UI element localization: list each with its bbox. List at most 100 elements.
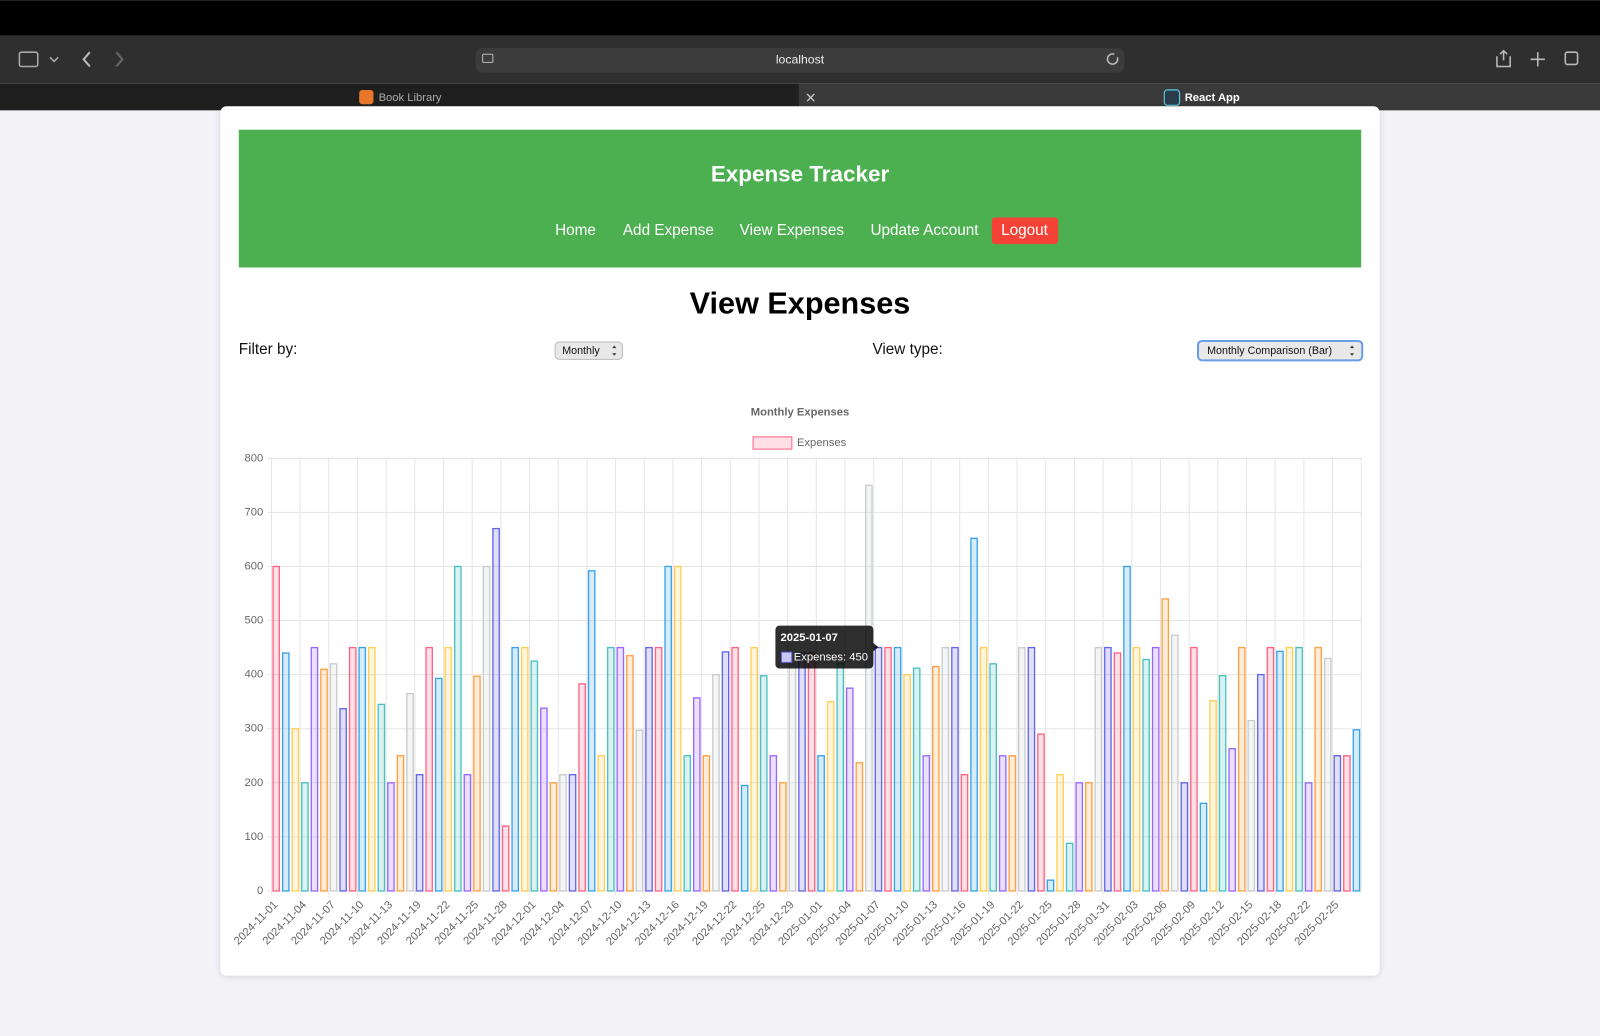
sidebar-icon[interactable] [18,51,39,68]
bar [1218,675,1227,892]
tab-title: React App [1185,92,1240,104]
bar [1151,646,1160,892]
bar [1084,782,1093,892]
site-icon [482,53,494,63]
bar [1352,729,1361,892]
tab-active[interactable] [798,83,1600,111]
bar [979,646,988,892]
tooltip-title: 2025-01-07 [781,632,838,644]
bar [683,755,692,892]
bar [473,675,481,892]
bar [434,677,443,892]
tooltip-swatch-fill [781,652,792,663]
bar [884,646,892,892]
legend-label: Expenses [797,437,847,449]
bar [540,707,548,892]
view-select[interactable] [1196,339,1364,362]
bar [1056,774,1064,892]
card [220,106,1380,976]
bar [1314,646,1323,892]
reload-button[interactable] [1106,53,1119,65]
tab-icon [1163,89,1181,106]
tab[interactable] [0,83,799,111]
bar [960,774,969,892]
view-value[interactable]: Monthly Comparison (Bar) [1207,345,1332,357]
bar [568,774,577,892]
bar [712,673,720,892]
bar [664,565,672,892]
bar [1257,673,1265,892]
bar [348,646,357,892]
forward-button[interactable] [115,51,124,68]
legend-swatch [752,436,793,450]
logout-button[interactable] [991,217,1059,245]
bar [1237,646,1246,892]
select-arrows [612,345,617,356]
nav-link[interactable]: Update Account [870,222,979,239]
bar [301,782,309,892]
new-tab-button[interactable] [1530,52,1545,67]
filter-select[interactable] [554,341,623,360]
bar [425,646,433,892]
bar [1046,879,1055,892]
bar [645,646,653,892]
bar [1180,782,1189,892]
bar [807,652,816,892]
bar [788,663,797,892]
bar [1075,782,1084,892]
page-heading: View Expenses [690,286,911,320]
bar [559,774,567,892]
bar [1276,650,1284,892]
bar [731,646,739,892]
tab-close[interactable] [806,93,815,102]
bar [377,703,386,892]
bar [320,668,328,892]
y-tick-label: 500 [245,615,264,627]
bar [1018,646,1026,892]
bar [329,663,338,892]
bar [750,646,759,892]
bar [998,755,1007,892]
url-field[interactable] [475,48,1125,73]
bar [1247,719,1256,892]
bar [1170,634,1179,892]
filter-value[interactable]: Monthly [562,345,600,357]
select-arrows [1350,345,1355,356]
bar [597,755,606,892]
bar [272,565,281,892]
bar [759,675,768,892]
view-label: View type: [872,341,942,358]
y-tick-label: 700 [245,506,264,518]
dropdown-icon[interactable] [49,56,59,63]
bar [874,646,883,892]
nav-link[interactable]: Home [555,222,596,239]
bar [1295,646,1303,892]
bar [1123,565,1131,892]
bar [1027,646,1036,892]
bar [1323,657,1332,892]
tooltip-swatch [781,651,793,663]
tabs-button[interactable] [1564,51,1579,66]
bar [291,728,300,892]
nav-link[interactable]: View Expenses [740,222,845,239]
bar [1343,755,1351,892]
bar [693,697,701,892]
bar [1304,782,1313,892]
bar [951,646,959,892]
bar [578,683,586,892]
back-button[interactable] [82,51,91,68]
tab-title: Book Library [379,92,442,104]
bar [893,646,902,892]
bar [903,673,911,892]
share-button[interactable] [1496,49,1511,68]
app-title: Expense Tracker [711,162,890,187]
bar [826,701,835,892]
nav-link[interactable]: Add Expense [623,222,714,239]
bar [358,646,367,892]
logout-label[interactable]: Logout [1001,222,1049,239]
bar [281,652,290,892]
header [238,129,1362,268]
y-tick-label: 0 [257,885,263,897]
bar [310,646,319,892]
